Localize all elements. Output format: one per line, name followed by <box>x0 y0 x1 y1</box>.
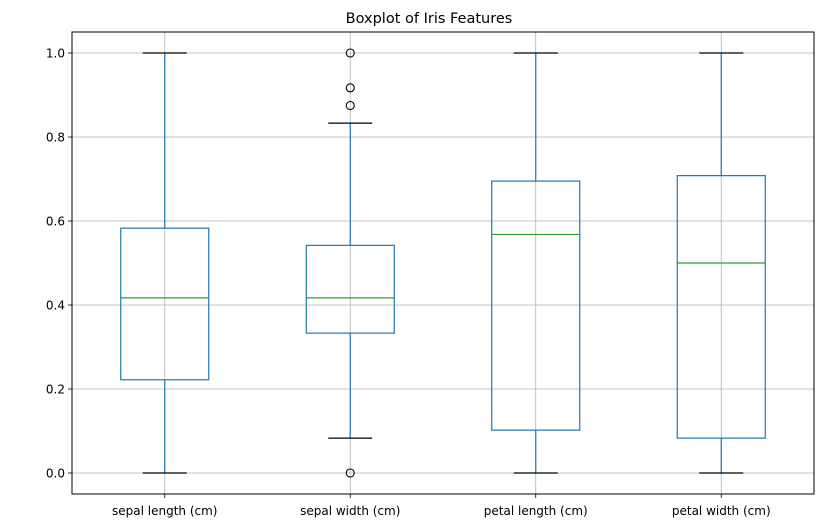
chart-title: Boxplot of Iris Features <box>346 11 513 27</box>
tick-layer: 0.0 0.2 0.4 0.6 0.8 1.0 sepal length (cm) sepal… <box>46 47 771 519</box>
box-layer <box>120 48 766 478</box>
x-tick-label: petal length (cm) <box>484 504 588 518</box>
x-tick-label: sepal length (cm) <box>112 504 217 518</box>
box-group <box>491 52 581 474</box>
box-group <box>120 52 210 474</box>
box-group <box>305 48 395 478</box>
y-tick-label: 0.4 <box>46 299 65 313</box>
outlier-point <box>345 468 355 478</box>
outlier-point <box>345 83 355 93</box>
iqr-box <box>305 244 395 334</box>
outlier-point <box>345 100 355 111</box>
axes-frame <box>71 31 815 495</box>
box-group <box>676 52 766 474</box>
y-tick-label: 0.6 <box>46 215 65 229</box>
y-tick-label: 0.0 <box>46 467 65 481</box>
iqr-box <box>120 227 210 381</box>
y-tick-label: 0.8 <box>46 131 65 145</box>
x-tick-label: petal width (cm) <box>672 504 771 518</box>
outlier-point <box>345 48 355 58</box>
grid-lines <box>72 32 814 494</box>
y-tick-label: 0.2 <box>46 383 65 397</box>
iqr-box <box>676 175 766 439</box>
x-tick-label: sepal width (cm) <box>300 504 400 518</box>
iqr-box <box>491 180 581 431</box>
y-tick-label: 1.0 <box>46 47 65 61</box>
